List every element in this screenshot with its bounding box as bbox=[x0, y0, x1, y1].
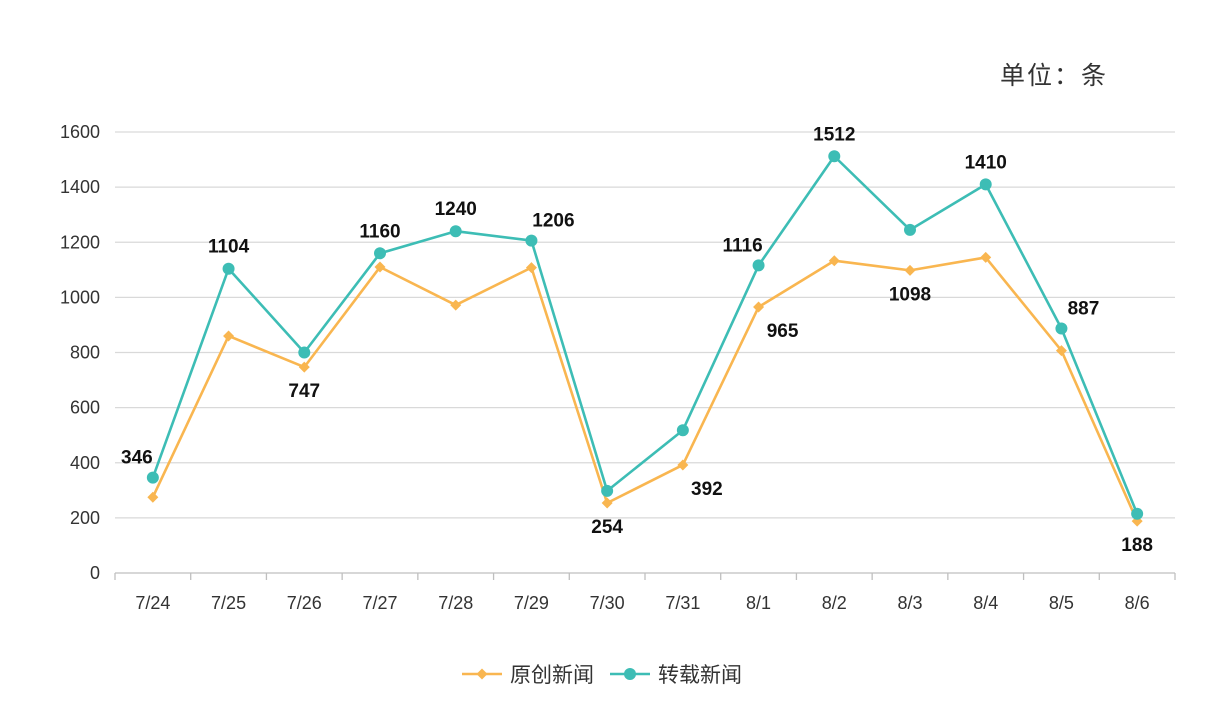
legend-item-original[interactable]: 原创新闻 bbox=[462, 663, 594, 687]
data-point-original bbox=[1055, 345, 1067, 357]
data-point-reposted bbox=[676, 424, 689, 437]
data-point-reposted bbox=[374, 247, 386, 260]
x-tick-label: 7/24 bbox=[135, 593, 170, 613]
x-tick-label: 8/1 bbox=[746, 593, 771, 613]
data-label: 1160 bbox=[359, 221, 400, 242]
data-point-reposted bbox=[904, 223, 916, 236]
x-tick-label: 7/28 bbox=[438, 593, 473, 613]
y-tick-label: 600 bbox=[70, 398, 100, 418]
y-tick-label: 0 bbox=[90, 563, 100, 583]
data-point-original bbox=[980, 251, 992, 263]
x-tick-label: 7/26 bbox=[287, 593, 322, 613]
data-point-reposted bbox=[222, 262, 235, 275]
data-label: 1104 bbox=[208, 237, 250, 258]
data-point-original bbox=[374, 261, 386, 273]
y-tick-label: 1200 bbox=[60, 232, 100, 252]
data-point-original bbox=[828, 255, 840, 267]
x-tick-label: 7/31 bbox=[665, 593, 700, 613]
data-point-original bbox=[601, 497, 613, 509]
data-point-reposted bbox=[828, 150, 841, 163]
data-label: 1098 bbox=[889, 284, 931, 305]
data-label: 346 bbox=[121, 448, 153, 469]
data-point-original bbox=[450, 299, 462, 311]
data-point-reposted bbox=[146, 471, 159, 484]
x-tick-label: 8/5 bbox=[1049, 593, 1074, 613]
data-point-reposted bbox=[525, 234, 538, 247]
series-line-original bbox=[151, 256, 1139, 522]
y-tick-label: 1400 bbox=[60, 177, 100, 197]
data-point-original bbox=[904, 264, 916, 276]
data-point-reposted bbox=[979, 178, 992, 191]
series-markers bbox=[146, 150, 1144, 527]
data-point-reposted bbox=[1055, 322, 1068, 335]
data-label: 965 bbox=[767, 321, 799, 342]
data-label: 188 bbox=[1121, 535, 1153, 556]
x-tick-label: 8/4 bbox=[973, 593, 998, 613]
data-label: 1240 bbox=[435, 199, 477, 220]
data-point-original bbox=[677, 459, 689, 471]
y-tick-label: 1000 bbox=[60, 287, 100, 307]
data-point-original bbox=[753, 301, 765, 313]
y-tick-label: 200 bbox=[70, 508, 100, 528]
data-point-original bbox=[298, 361, 310, 373]
x-tick-label: 8/6 bbox=[1125, 593, 1150, 613]
data-point-reposted bbox=[298, 346, 311, 359]
data-label: 747 bbox=[288, 381, 320, 402]
data-point-reposted bbox=[449, 225, 462, 238]
grid-lines bbox=[115, 131, 1175, 519]
data-point-reposted bbox=[601, 484, 614, 497]
x-tick-label: 8/2 bbox=[822, 593, 847, 613]
legend-item-reposted[interactable]: 转载新闻 bbox=[610, 663, 742, 687]
legend-label: 原创新闻 bbox=[510, 663, 594, 687]
x-tick-label: 7/30 bbox=[590, 593, 625, 613]
data-label: 1206 bbox=[532, 211, 574, 232]
data-point-original bbox=[525, 262, 537, 274]
data-point-reposted bbox=[1131, 507, 1144, 520]
series-line-reposted bbox=[151, 154, 1139, 515]
data-point-original bbox=[223, 330, 235, 342]
y-tick-label: 400 bbox=[70, 453, 100, 473]
x-tick-label: 7/29 bbox=[514, 593, 549, 613]
x-tick-label: 7/25 bbox=[211, 593, 246, 613]
x-tick-label: 7/27 bbox=[362, 593, 397, 613]
legend-label: 转载新闻 bbox=[658, 663, 742, 687]
legend: 原创新闻 转载新闻 bbox=[462, 663, 742, 687]
unit-label: 单位：条 bbox=[1000, 61, 1109, 90]
legend-marker-diamond bbox=[476, 668, 488, 680]
data-label: 1116 bbox=[722, 235, 762, 256]
data-label: 887 bbox=[1068, 299, 1100, 320]
legend-marker-circle bbox=[624, 668, 636, 680]
axes: 0 200 400 600 800 1000 1200 1400 1600 7/24 7/25 7/2… bbox=[60, 122, 1176, 613]
data-label: 392 bbox=[691, 479, 723, 500]
data-label: 254 bbox=[591, 517, 623, 538]
y-tick-label: 1600 bbox=[60, 122, 100, 142]
data-labels: 346 1104 747 1160 1240 1206 254 392 1116 965 1512 1… bbox=[121, 124, 1153, 556]
data-label: 1410 bbox=[965, 152, 1007, 173]
x-tick-label: 8/3 bbox=[897, 593, 922, 613]
data-point-reposted bbox=[752, 259, 765, 272]
y-tick-label: 800 bbox=[70, 343, 100, 363]
data-point-original bbox=[147, 491, 159, 503]
series-lines bbox=[151, 154, 1139, 522]
data-label: 1512 bbox=[813, 124, 855, 145]
